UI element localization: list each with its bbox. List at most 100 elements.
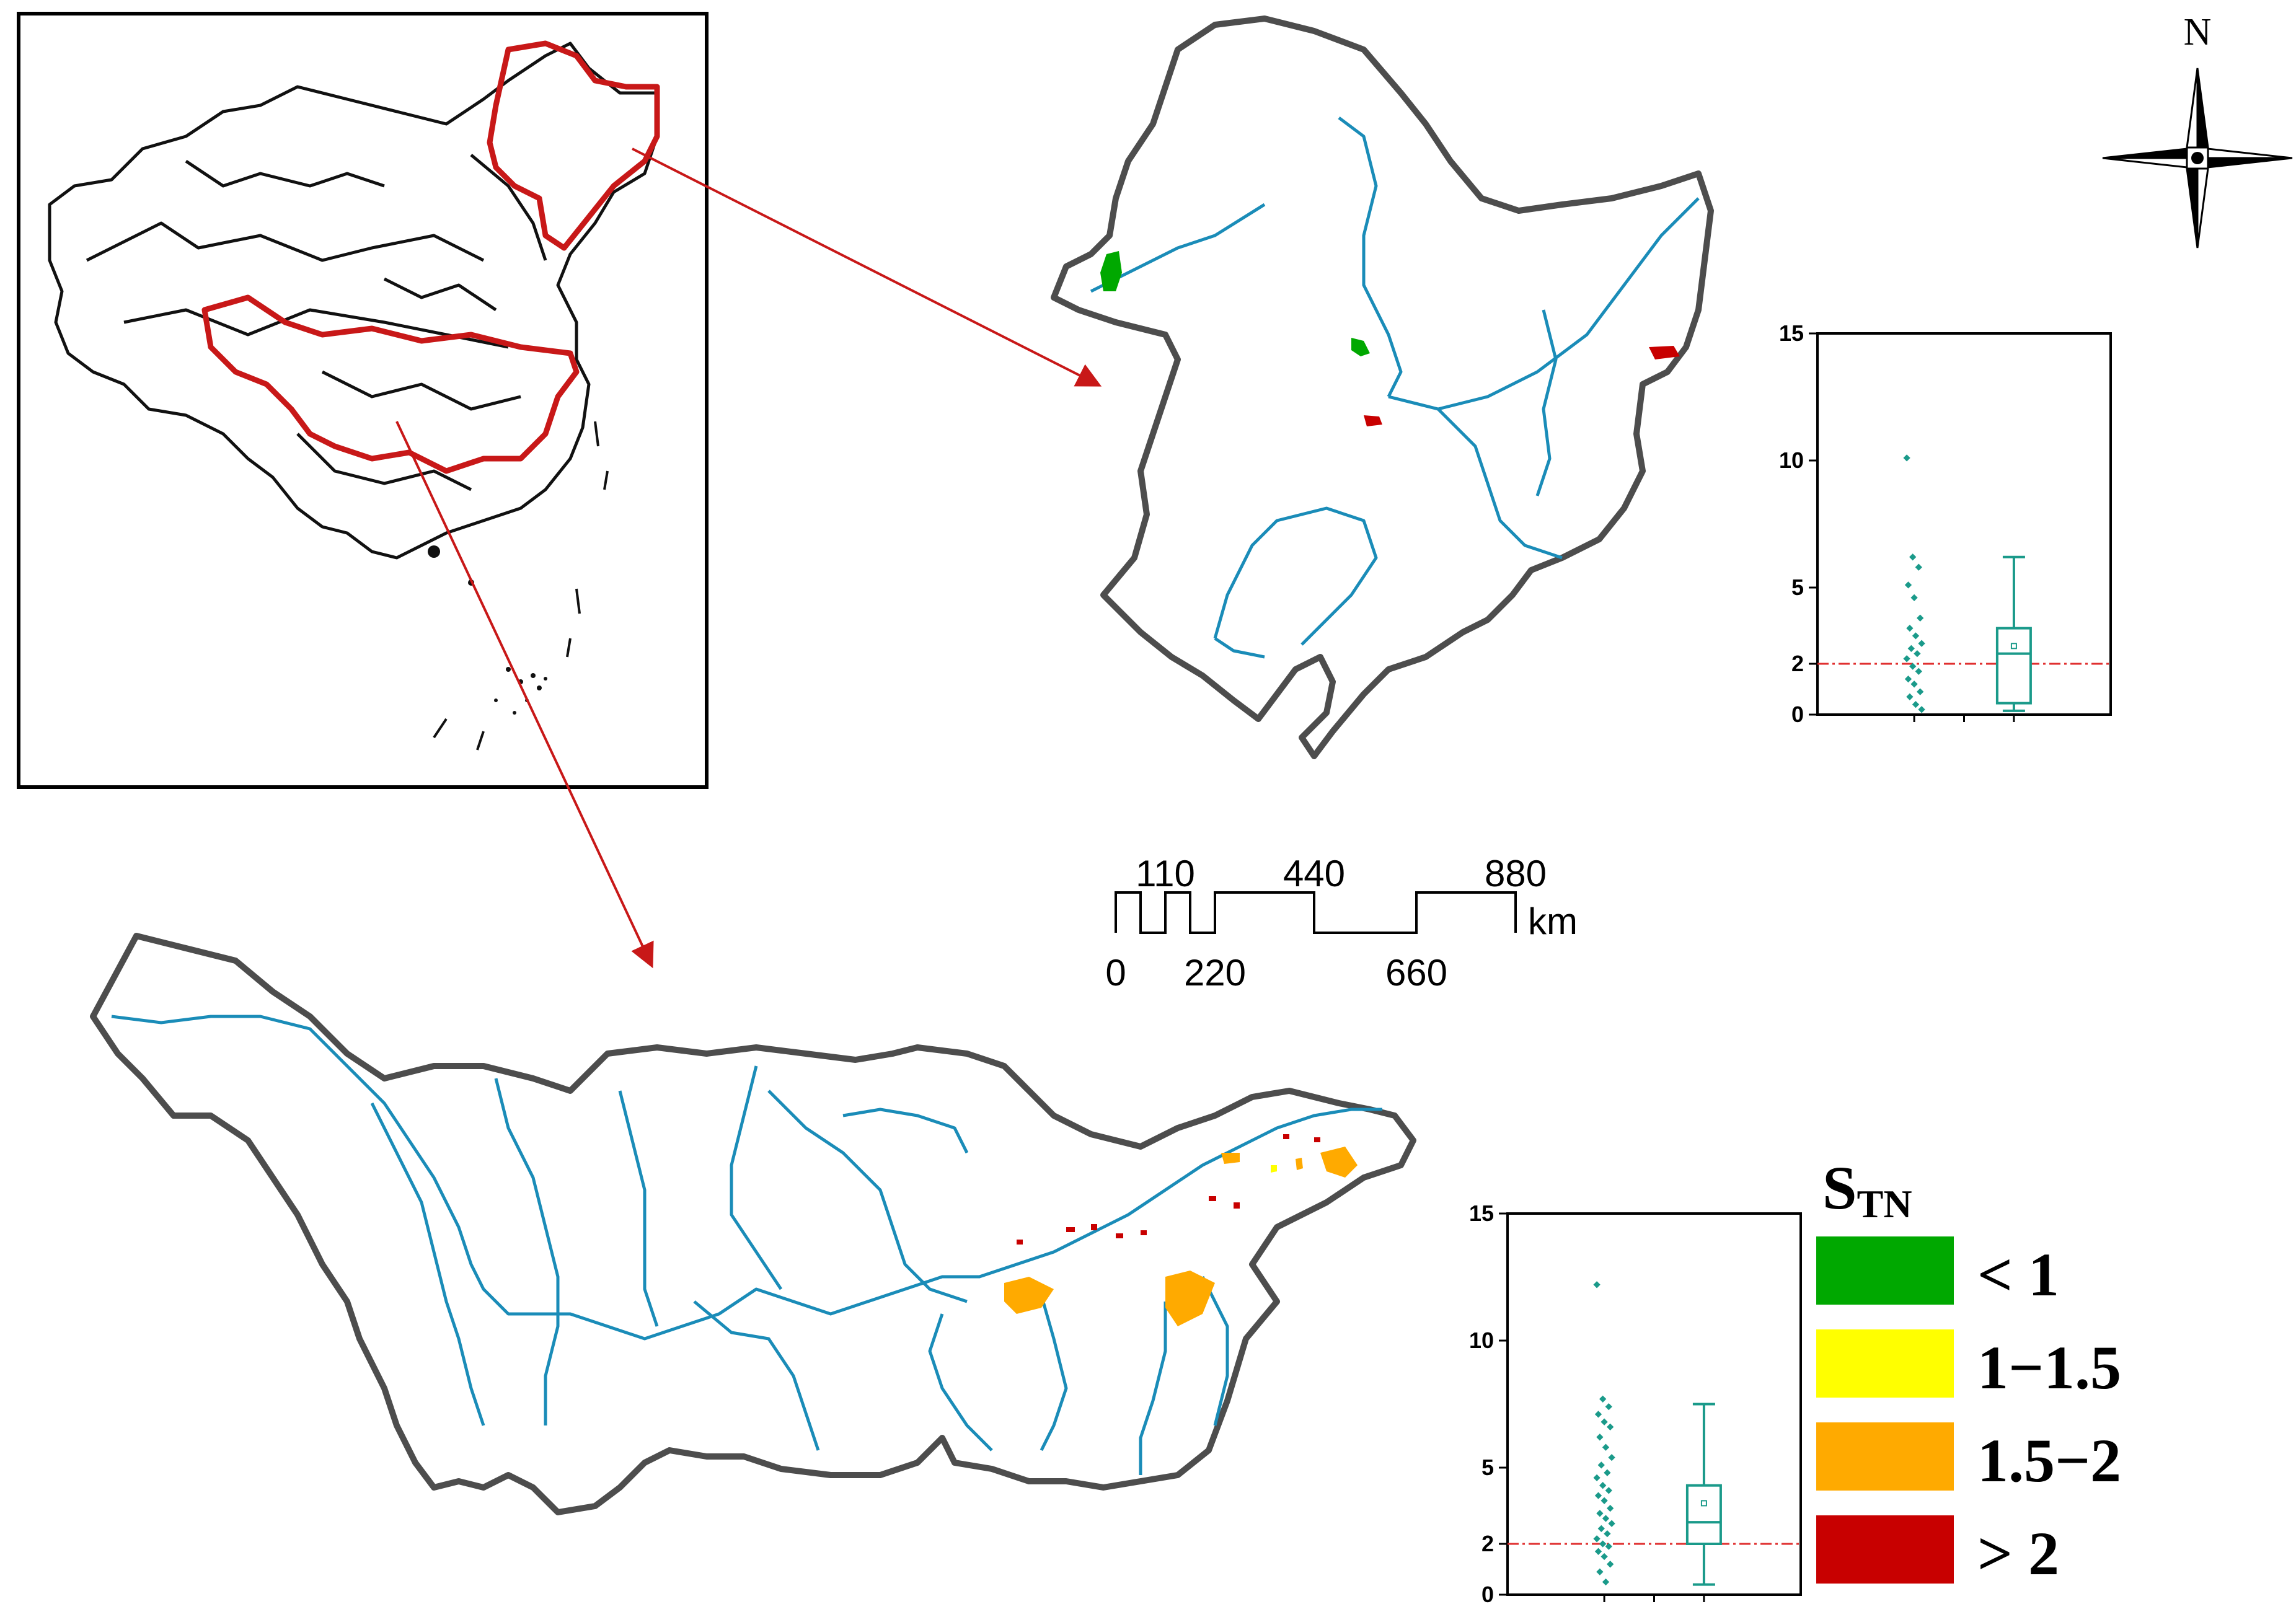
data-point [1596, 1568, 1604, 1575]
data-point [1903, 655, 1910, 663]
scale-bar-line [1115, 891, 1517, 934]
data-point [1608, 1453, 1615, 1461]
data-point [1593, 1281, 1601, 1289]
data-point [1605, 1403, 1612, 1411]
patch-gt2-central [1364, 415, 1382, 426]
data-point [1918, 706, 1925, 713]
data-point [1604, 1469, 1611, 1476]
data-point [1912, 632, 1920, 640]
data-point [1910, 681, 1918, 688]
box-mean-marker [2010, 643, 2017, 650]
legend-title-sub: TN [1857, 1182, 1912, 1226]
data-point [1601, 1418, 1608, 1425]
yangtze-basin-map [90, 933, 1416, 1515]
data-point [1607, 1504, 1614, 1512]
data-point [1594, 1548, 1602, 1555]
patch-1p5-2-taihu [1320, 1147, 1358, 1178]
y-tick-label: 10 [1469, 1328, 1494, 1353]
patch-gt2-cluster [1017, 1134, 1320, 1245]
data-point [1917, 688, 1924, 695]
data-point [1599, 1395, 1607, 1403]
scale-bottom-label-2: 220 [1184, 952, 1246, 994]
legend-title-main: S [1822, 1153, 1857, 1222]
data-point [1917, 614, 1924, 622]
legend-swatch-1-1p5 [1816, 1329, 1954, 1398]
china-coast-dashes [433, 421, 609, 751]
legend-label-1-1p5: 1−1.5 [1977, 1333, 2121, 1402]
data-point [1915, 563, 1922, 571]
data-point [1596, 1434, 1604, 1441]
patch-lt1-central [1351, 338, 1370, 356]
data-point [1601, 1553, 1608, 1561]
scale-top-label-2: 440 [1283, 853, 1345, 894]
data-point [1607, 1423, 1614, 1431]
legend-swatch-gt2 [1816, 1515, 1954, 1584]
data-point [1594, 1411, 1602, 1418]
data-point [1910, 594, 1918, 602]
data-point [1604, 1530, 1611, 1538]
data-point [1608, 1520, 1615, 1527]
data-point [1593, 1535, 1601, 1543]
data-point [1602, 1578, 1610, 1586]
y-tick-label: 2 [1481, 1531, 1494, 1556]
patch-1p5-2-chaohu [1221, 1153, 1240, 1164]
inset-yangtze-basin [201, 294, 580, 474]
scale-unit-label: km [1528, 901, 1578, 942]
y-tick-label: 15 [1469, 1201, 1494, 1226]
legend-label-1p5-2: 1.5−2 [1977, 1426, 2121, 1495]
data-point [1912, 700, 1920, 708]
data-point [1597, 1461, 1605, 1469]
data-point [1909, 663, 1917, 670]
data-point [1907, 645, 1915, 653]
yangtze-stn-patches [1004, 1134, 1358, 1326]
data-point [1607, 1561, 1614, 1568]
patch-1p5-2-poyang [1165, 1271, 1215, 1326]
northeast-basin-boundary [1051, 15, 1714, 759]
scale-top-label-3: 880 [1485, 853, 1547, 894]
y-tick-label: 0 [1481, 1582, 1494, 1607]
box-iqr [1685, 1484, 1722, 1545]
y-tick-label: 2 [1791, 651, 1804, 676]
northeast-box-plot: 0 2 5 10 15 [1779, 320, 2112, 727]
data-point [1915, 668, 1922, 675]
northeast-basin-map [1051, 15, 1714, 759]
y-tick-label: 15 [1779, 320, 1804, 346]
scale-top-label-1: 110 [1136, 853, 1195, 894]
data-point [1602, 1515, 1610, 1522]
data-point [1605, 1543, 1612, 1550]
scale-bottom-label-1: 0 [1105, 952, 1126, 994]
box-iqr [1995, 627, 2032, 705]
data-point [1904, 675, 1912, 683]
data-point [1597, 1525, 1605, 1533]
north-arrow: N [2102, 11, 2293, 249]
yangtze-rivers [111, 1015, 1382, 1475]
data-point [1906, 693, 1914, 700]
northeast-stn-patches [1100, 251, 1680, 426]
legend-swatch-1p5-2 [1816, 1422, 1954, 1491]
data-point [1605, 1487, 1612, 1494]
patch-1p5-2-dongting [1004, 1277, 1054, 1314]
legend: STN < 1 1−1.5 1.5−2 > 2 [1816, 1153, 2121, 1588]
data-point [1594, 1492, 1602, 1499]
data-point [1918, 640, 1925, 647]
patch-1p5-2-small [1296, 1158, 1303, 1170]
plot-frame [1816, 332, 2112, 716]
data-point [1903, 454, 1910, 462]
china-inset-map [17, 12, 709, 789]
data-point [1909, 553, 1917, 561]
patch-gt2-east [1649, 346, 1680, 359]
data-point [1904, 581, 1912, 589]
y-tick-label: 5 [1481, 1455, 1494, 1480]
legend-swatch-lt1 [1816, 1236, 1954, 1305]
data-point [1914, 650, 1921, 658]
yangtze-box-plot: 0 2 5 10 15 [1469, 1201, 1802, 1607]
data-point [1596, 1510, 1604, 1517]
yangtze-basin-boundary [90, 933, 1416, 1515]
data-point [1599, 1540, 1607, 1548]
data-point [1906, 624, 1914, 632]
scale-bar: 110 440 880 0 220 660 km [1105, 853, 1578, 994]
patch-1-1p5-small [1271, 1165, 1277, 1173]
china-outline [48, 42, 659, 560]
y-tick-label: 5 [1791, 575, 1804, 600]
data-point [1599, 1482, 1607, 1489]
